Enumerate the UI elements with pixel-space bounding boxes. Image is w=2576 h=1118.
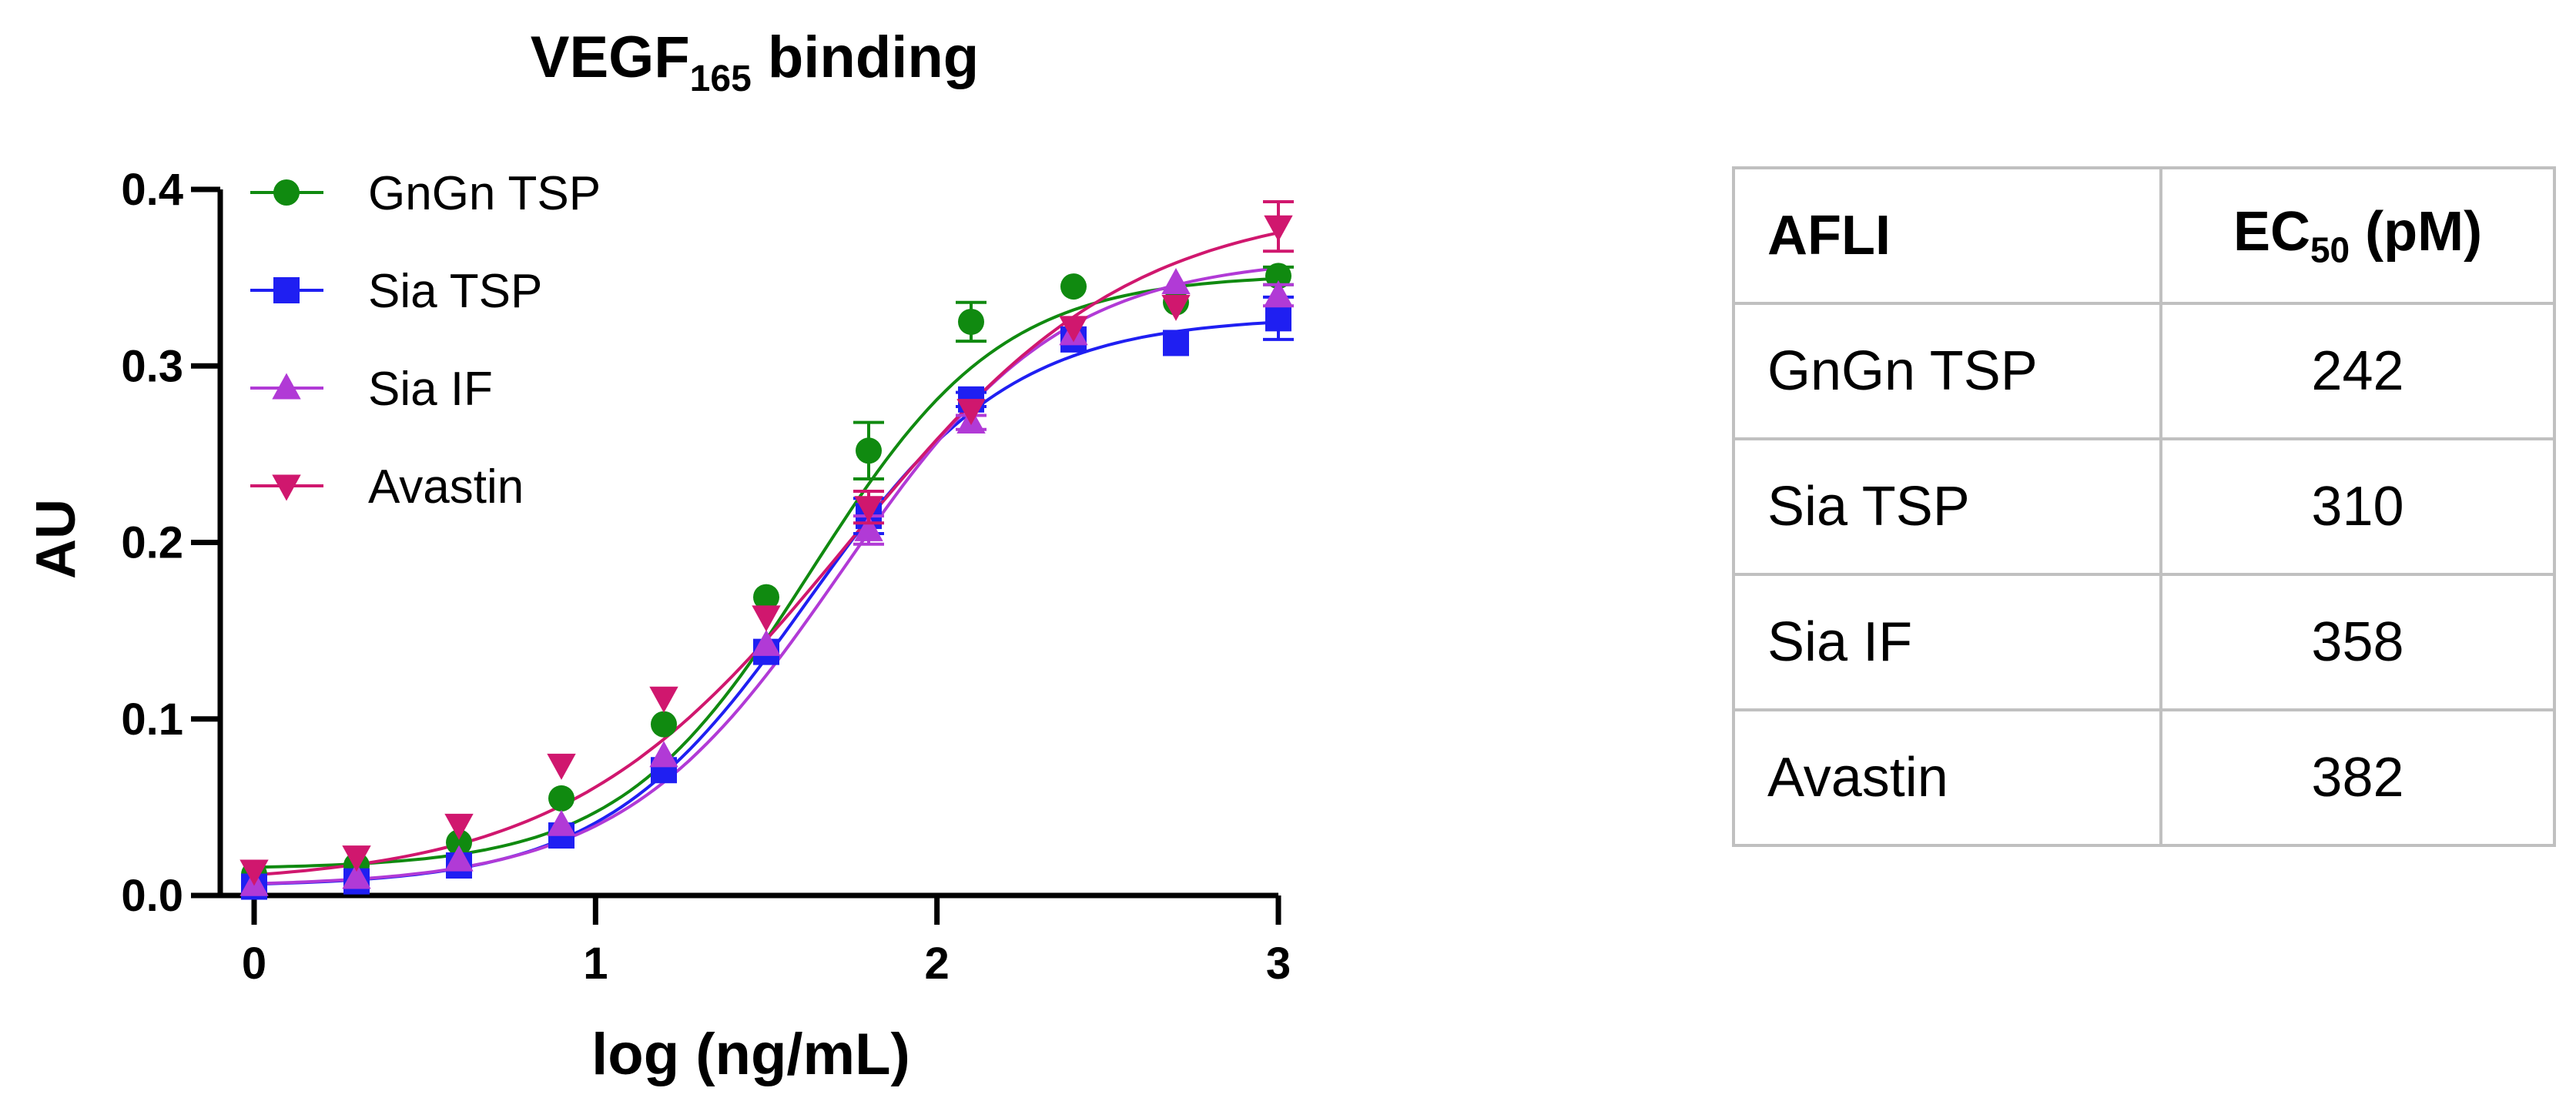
fit-curve-avastin — [253, 231, 1279, 877]
data-point-sia-if — [444, 845, 474, 872]
chart-title-suffix: binding — [752, 25, 979, 90]
data-point-sia-tsp — [1265, 305, 1291, 332]
data-point-gngn-tsp — [958, 308, 984, 335]
x-axis: 0 1 2 3 — [220, 892, 1291, 989]
y-axis: 0.0 0.1 0.2 0.3 0.4 — [121, 165, 223, 921]
fit-curves — [253, 231, 1279, 886]
header-ec50-suffix: (pM) — [2350, 201, 2483, 263]
data-point-sia-if — [854, 514, 883, 541]
data-point-avastin — [1161, 294, 1191, 321]
data-point-sia-if — [1264, 280, 1293, 306]
ec50-table: AFLI EC50 (pM) GnGn TSP 242 Sia TSP 310 … — [1732, 166, 2556, 847]
header-ec50: EC50 (pM) — [2159, 166, 2556, 305]
legend-marker — [272, 373, 301, 400]
data-point-sia-if — [547, 809, 576, 836]
table-cell-ec50: 358 — [2159, 573, 2556, 711]
data-point-sia-if — [1161, 267, 1191, 294]
legend-label: Sia IF — [368, 363, 493, 416]
y-axis-label: AU — [25, 499, 87, 579]
data-point-avastin — [547, 753, 576, 780]
data-point-gngn-tsp — [548, 785, 574, 812]
data-point-avastin — [854, 496, 883, 523]
data-point-avastin — [240, 859, 269, 886]
fit-curve-sia-if — [253, 266, 1279, 885]
table-cell-name: GnGn TSP — [1732, 302, 2162, 440]
binding-chart: VEGF165 binding 0.0 0.1 0.2 0.3 0.4 0 1 2 3 log… — [25, 25, 1294, 1087]
y-tick-label: 0.4 — [121, 165, 183, 215]
y-tick-label: 0.1 — [121, 695, 183, 745]
table-header-row: AFLI EC50 (pM) — [1732, 166, 2556, 305]
legend-marker — [273, 277, 300, 303]
x-tick-label: 2 — [925, 939, 950, 989]
data-point-avastin — [752, 605, 781, 632]
chart-title-main: VEGF — [531, 25, 690, 90]
table-cell-name: Avastin — [1732, 708, 2162, 847]
data-point-sia-if — [752, 629, 781, 656]
legend-label: Avastin — [368, 460, 524, 514]
data-point-gngn-tsp — [1265, 263, 1291, 290]
data-point-avastin — [444, 813, 474, 840]
legend-marker — [273, 179, 300, 206]
table-row: Sia TSP 310 — [1732, 437, 2556, 576]
legend-label: GnGn TSP — [368, 167, 601, 220]
x-axis-label: log (ng/mL) — [591, 1022, 910, 1087]
table-cell-name: Sia TSP — [1732, 437, 2162, 576]
y-tick-label: 0.2 — [121, 518, 183, 568]
data-point-sia-if — [342, 862, 371, 889]
y-tick-label: 0.3 — [121, 341, 183, 391]
data-point-gngn-tsp — [1060, 273, 1087, 300]
header-ec50-subscript: 50 — [2310, 229, 2350, 270]
table-row: Avastin 382 — [1732, 708, 2556, 847]
header-afli: AFLI — [1732, 166, 2162, 305]
data-point-avastin — [956, 399, 986, 426]
data-point-gngn-tsp — [753, 584, 779, 611]
table-row: GnGn TSP 242 — [1732, 302, 2556, 440]
chart-title: VEGF165 binding — [531, 25, 979, 99]
x-tick-label: 1 — [583, 939, 608, 989]
header-ec50-prefix: EC — [2233, 201, 2310, 263]
x-tick-label: 3 — [1266, 939, 1291, 989]
data-point-avastin — [649, 686, 678, 713]
data-point-gngn-tsp — [856, 437, 882, 464]
data-point-avastin — [1264, 215, 1293, 242]
legend-label: Sia TSP — [368, 265, 542, 318]
data-point-sia-if — [649, 741, 678, 768]
data-point-sia-tsp — [1163, 330, 1189, 356]
table-cell-ec50: 382 — [2159, 708, 2556, 847]
data-point-gngn-tsp — [651, 711, 677, 738]
legend-marker — [272, 474, 301, 501]
legend: GnGn TSP Sia TSP Sia IF Avastin — [250, 167, 601, 514]
table-cell-ec50: 310 — [2159, 437, 2556, 576]
table-row: Sia IF 358 — [1732, 573, 2556, 711]
x-tick-label: 0 — [242, 939, 266, 989]
data-point-avastin — [342, 845, 371, 872]
data-point-gngn-tsp — [446, 829, 472, 856]
y-tick-label: 0.0 — [121, 871, 183, 921]
chart-title-subscript: 165 — [690, 59, 752, 99]
table-cell-name: Sia IF — [1732, 573, 2162, 711]
table-cell-ec50: 242 — [2159, 302, 2556, 440]
data-points — [240, 200, 1294, 900]
data-point-avastin — [1059, 316, 1088, 343]
